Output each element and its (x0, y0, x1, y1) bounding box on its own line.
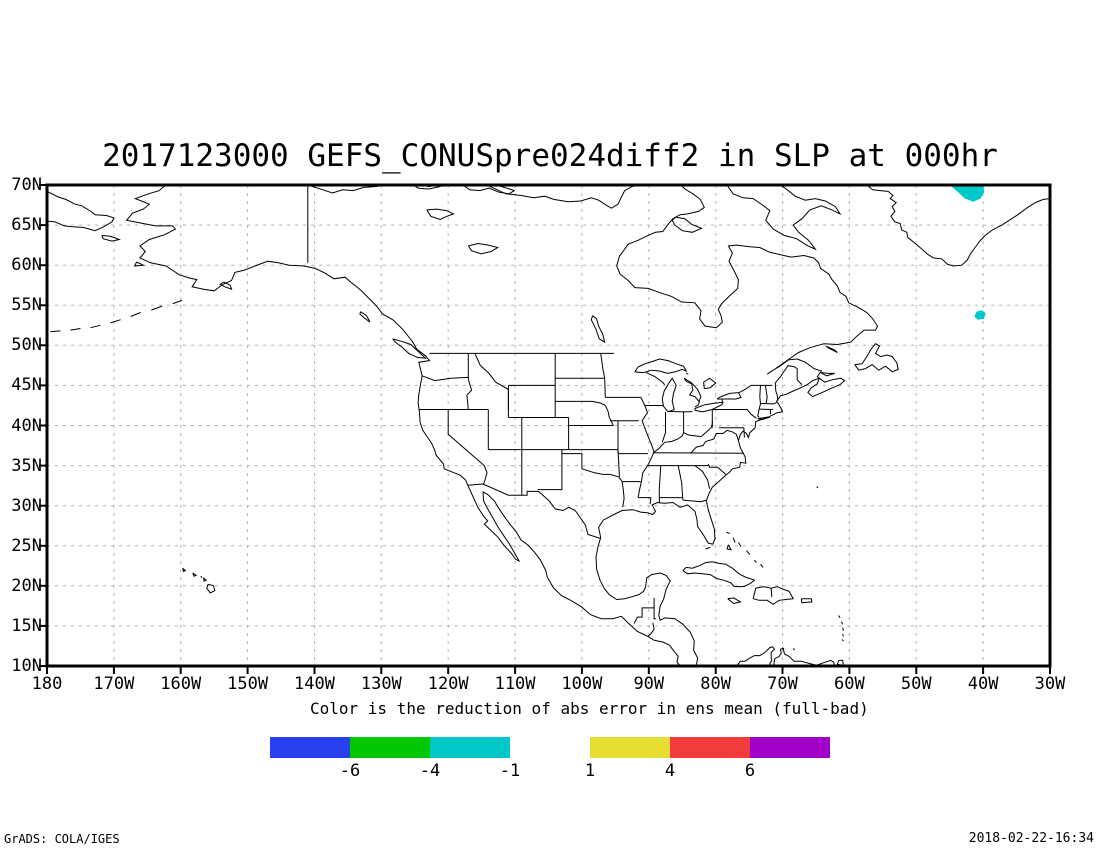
lon-tick-label: 130W (360, 674, 402, 694)
lat-tick-label: 30N (11, 495, 42, 516)
lat-tick-label: 10N (11, 656, 42, 676)
plot-frame (45, 183, 1052, 668)
colorbar-tick-label: 1 (584, 761, 596, 781)
lon-tick-label: 100W (561, 674, 603, 694)
lat-tick-label: 55N (11, 295, 42, 316)
colorbar-segment (430, 737, 510, 758)
plot-title: 2017123000 GEFS_CONUSpre024diff2 in SLP … (102, 138, 998, 174)
lat-tick-label: 70N (11, 175, 42, 195)
lat-tick-label: 20N (11, 575, 42, 596)
lon-tick-label: 170W (93, 674, 135, 694)
colorbar-segment (270, 737, 350, 758)
colorbar-tick-label: -6 (339, 761, 361, 781)
colorbar-segment (350, 737, 430, 758)
lon-tick-label: 30W (1034, 674, 1066, 694)
shaded-region (949, 185, 985, 202)
lon-tick-label: 70W (767, 674, 798, 694)
colorbar-segment (750, 737, 830, 758)
lat-tick-label: 25N (11, 535, 42, 556)
lat-tick-label: 40N (11, 415, 42, 436)
lon-tick-label: 40W (967, 674, 999, 694)
colorbar-tick-label: -4 (419, 761, 441, 781)
lat-tick-label: 45N (11, 375, 42, 396)
lon-tick-label: 160W (160, 674, 202, 694)
colorbar-tick-label: 4 (664, 761, 676, 781)
lon-tick-label: 140W (293, 674, 335, 694)
map-graticule (47, 185, 1050, 666)
colorbar-segment (670, 737, 750, 758)
colorbar-positive (590, 737, 830, 758)
lon-tick-label: 150W (227, 674, 269, 694)
lon-tick-label: 90W (633, 674, 665, 694)
coastlines (47, 185, 1050, 666)
lon-tick-label: 80W (700, 674, 732, 694)
plot-timestamp: 2018-02-22-16:34 (968, 831, 1094, 846)
lon-tick-label: 120W (427, 674, 469, 694)
lat-tick-label: 50N (11, 335, 42, 356)
lon-tick-label: 180 (31, 674, 63, 694)
lon-tick-label: 60W (834, 674, 865, 694)
shaded-region (974, 310, 986, 320)
colorbar-caption: Color is the reduction of abs error in e… (310, 699, 869, 718)
colorbar-tick-label: -1 (499, 761, 521, 781)
colorbar-tick-label: 6 (744, 761, 756, 781)
lat-tick-label: 60N (11, 255, 42, 276)
lat-tick-label: 65N (11, 215, 42, 236)
colorbar-segment (590, 737, 670, 758)
lon-tick-label: 50W (900, 674, 932, 694)
colorbar-negative (270, 737, 510, 758)
lon-tick-label: 110W (494, 674, 536, 694)
lat-tick-label: 15N (11, 615, 42, 636)
shaded-regions (949, 185, 986, 320)
grads-attribution: GrADS: COLA/IGES (4, 832, 120, 846)
state-borders (307, 185, 803, 637)
axis-ticks (39, 184, 1051, 674)
lat-tick-label: 35N (11, 455, 42, 476)
